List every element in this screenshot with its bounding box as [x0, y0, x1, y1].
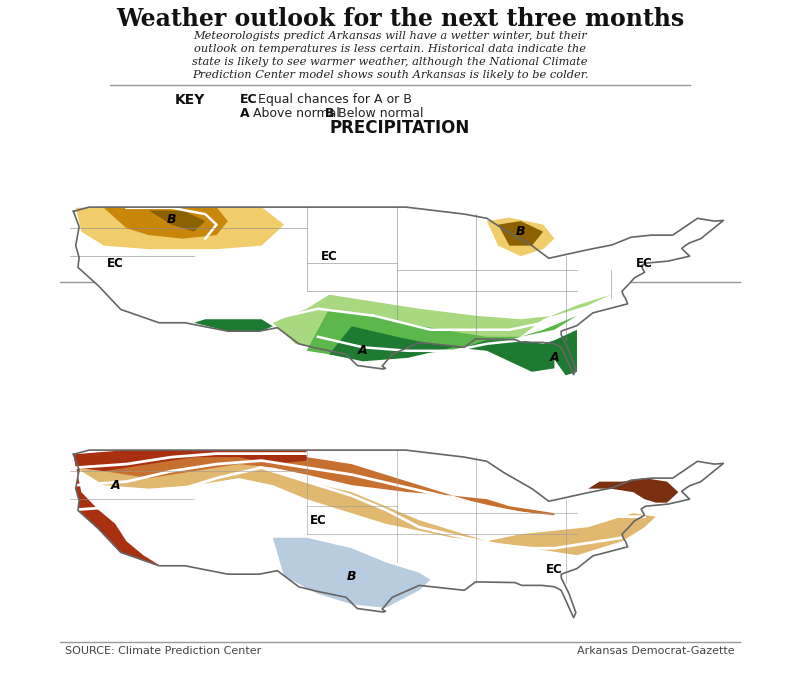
- Polygon shape: [74, 450, 723, 618]
- Text: Arkansas Democrat-Gazette: Arkansas Democrat-Gazette: [578, 646, 735, 656]
- Polygon shape: [74, 450, 554, 516]
- Text: EC: EC: [546, 563, 563, 576]
- Polygon shape: [76, 207, 284, 249]
- Text: EC: EC: [310, 514, 326, 526]
- Text: Weather outlook for the next three months: Weather outlook for the next three month…: [116, 7, 684, 31]
- Text: EC: EC: [106, 256, 123, 270]
- Polygon shape: [74, 454, 160, 566]
- Text: outlook on temperatures is less certain. Historical data indicate the: outlook on temperatures is less certain.…: [194, 44, 586, 54]
- Text: TEMPERATURE: TEMPERATURE: [332, 319, 468, 337]
- Polygon shape: [498, 221, 543, 246]
- Polygon shape: [273, 538, 430, 608]
- Text: B: B: [347, 570, 357, 583]
- Polygon shape: [329, 326, 554, 372]
- Text: A: A: [240, 107, 250, 120]
- Text: A: A: [110, 479, 120, 491]
- Polygon shape: [306, 308, 577, 358]
- Text: Above normal: Above normal: [249, 107, 348, 120]
- Text: KEY: KEY: [175, 93, 206, 107]
- Text: Below normal: Below normal: [334, 107, 423, 120]
- Polygon shape: [74, 450, 306, 471]
- Polygon shape: [76, 460, 656, 556]
- Polygon shape: [104, 207, 228, 239]
- Text: B: B: [516, 225, 526, 238]
- Text: A: A: [550, 351, 559, 364]
- Text: EC: EC: [321, 250, 338, 263]
- Polygon shape: [194, 319, 273, 331]
- Text: B: B: [166, 213, 176, 225]
- Text: SOURCE: Climate Prediction Center: SOURCE: Climate Prediction Center: [65, 646, 262, 656]
- Polygon shape: [588, 478, 678, 503]
- Polygon shape: [487, 217, 554, 256]
- Text: Equal chances for A or B: Equal chances for A or B: [254, 93, 412, 106]
- Text: PRECIPITATION: PRECIPITATION: [330, 119, 470, 137]
- Polygon shape: [74, 207, 723, 375]
- Polygon shape: [543, 330, 577, 375]
- Text: B: B: [325, 107, 334, 120]
- Text: EC: EC: [636, 256, 653, 270]
- Text: Prediction Center model shows south Arkansas is likely to be colder.: Prediction Center model shows south Arka…: [192, 70, 588, 80]
- Text: A: A: [358, 344, 368, 357]
- Polygon shape: [273, 291, 622, 351]
- Text: EC: EC: [240, 93, 258, 106]
- Polygon shape: [149, 211, 206, 232]
- Text: Meteorologists predict Arkansas will have a wetter winter, but their: Meteorologists predict Arkansas will hav…: [193, 31, 587, 41]
- Text: state is likely to see warmer weather, although the National Climate: state is likely to see warmer weather, a…: [192, 57, 588, 67]
